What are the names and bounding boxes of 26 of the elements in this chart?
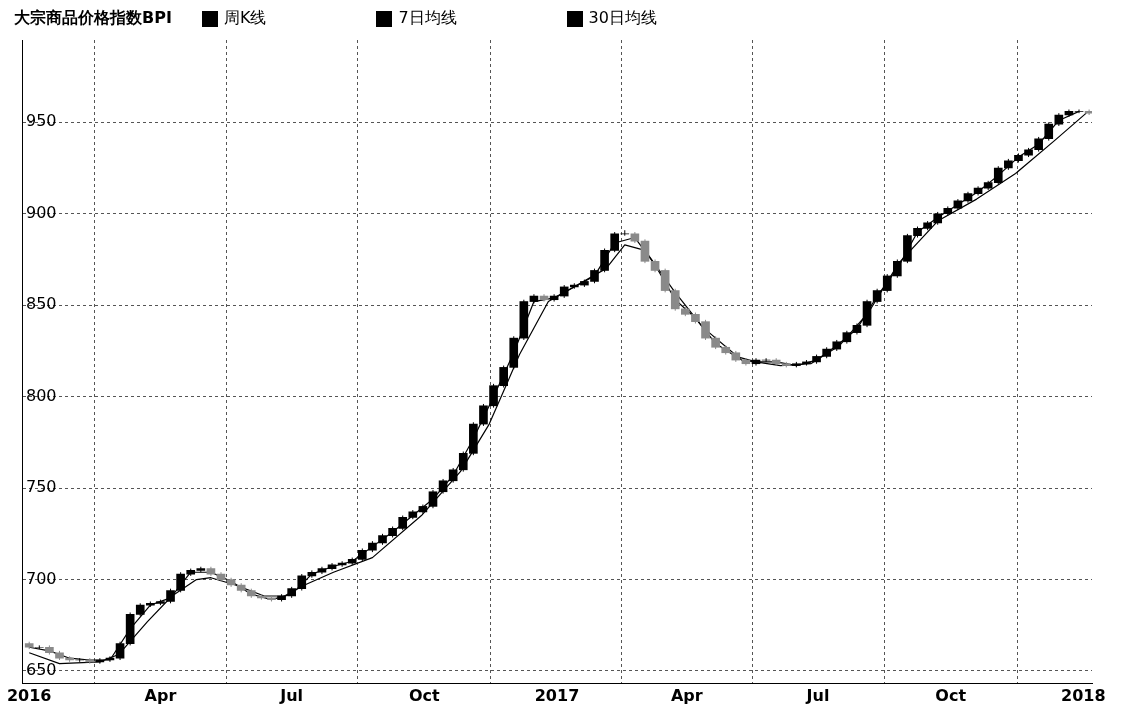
candlestick bbox=[670, 288, 680, 312]
y-tick-label: 800 bbox=[26, 385, 57, 405]
x-tick-label: 2017 bbox=[534, 685, 580, 705]
y-tick-label: 900 bbox=[26, 202, 57, 222]
x-tick-label: 2016 bbox=[6, 685, 52, 705]
y-tick-label: 650 bbox=[26, 660, 57, 680]
candlestick bbox=[882, 273, 892, 293]
legend-label: 周K线 bbox=[223, 8, 267, 29]
y-tick-label: 850 bbox=[26, 294, 57, 314]
candlestick bbox=[832, 339, 842, 352]
x-tick-label: 2018 bbox=[1061, 685, 1106, 705]
x-tick-label: Jul bbox=[279, 685, 304, 705]
legend-label: 7日均线 bbox=[398, 8, 457, 29]
candlestick bbox=[24, 641, 34, 650]
legend-label: 30日均线 bbox=[588, 8, 657, 29]
chart-title: 大宗商品价格指数BPI bbox=[14, 8, 172, 29]
candlestick bbox=[135, 602, 145, 617]
x-tick-label: Oct bbox=[935, 685, 967, 705]
y-tick-label: 950 bbox=[26, 111, 57, 131]
x-tick-label: Oct bbox=[408, 685, 441, 705]
y-tick-label: 750 bbox=[26, 477, 57, 497]
x-tick-label: Jul bbox=[805, 685, 830, 705]
y-tick-label: 700 bbox=[26, 568, 57, 588]
x-tick-label: Apr bbox=[670, 685, 703, 705]
candlestick bbox=[34, 644, 44, 650]
x-tick-label: Apr bbox=[144, 685, 177, 705]
